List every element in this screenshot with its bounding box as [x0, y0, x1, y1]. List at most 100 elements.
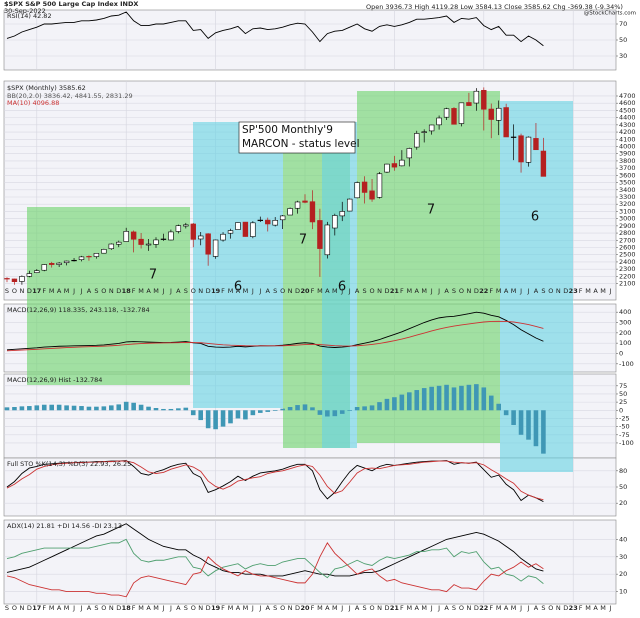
bar — [235, 410, 241, 419]
y-tick-label: 20 — [619, 499, 627, 507]
x-tick-label: D — [27, 287, 32, 295]
y-tick-label: 2100 — [619, 280, 636, 288]
y-tick-label: 2400 — [619, 258, 636, 266]
candle-body — [525, 136, 532, 163]
line — [6, 523, 544, 577]
y-tick-label: 3400 — [619, 186, 636, 194]
candle-body — [78, 256, 85, 260]
x-tick-label: M — [511, 604, 517, 612]
x-tick-label: N — [198, 287, 203, 295]
x-tick-label: M — [317, 604, 323, 612]
region-count: 6 — [531, 210, 539, 225]
candle-body — [309, 201, 316, 223]
x-tick-label: M — [585, 604, 591, 612]
candle-body — [257, 219, 263, 222]
x-tick-label: 17 — [32, 287, 41, 295]
bar — [377, 402, 382, 411]
x-tick-label: A — [534, 604, 539, 612]
x-tick-label: N — [109, 287, 114, 295]
x-tick-label: S — [541, 287, 545, 295]
y-tick-label: 3300 — [619, 193, 636, 201]
x-tick-label: A — [57, 287, 62, 295]
x-tick-label: O — [369, 287, 374, 295]
x-tick-label: M — [496, 604, 502, 612]
x-tick-label: J — [527, 604, 530, 612]
y-tick-label: -100 — [619, 360, 634, 368]
bar — [19, 406, 25, 411]
x-tick-label: M — [600, 287, 606, 295]
y-tick-label: 4100 — [619, 135, 636, 143]
bar — [123, 401, 129, 411]
candle-body — [250, 222, 256, 237]
panel-label: MACD(12,26,9) 118.335, 243.118, -132.784 — [7, 306, 150, 314]
candle-body — [19, 276, 25, 282]
candle-body — [205, 233, 211, 255]
x-tick-label: D — [384, 287, 389, 295]
y-tick-label: 2300 — [619, 265, 636, 273]
x-tick-label: A — [146, 604, 151, 612]
bar — [466, 384, 472, 411]
bar — [339, 410, 345, 414]
bar — [4, 407, 10, 411]
x-tick-label: A — [444, 287, 449, 295]
x-tick-label: N — [198, 604, 203, 612]
x-tick-label: A — [415, 287, 420, 295]
y-tick-label: 0 — [619, 406, 623, 414]
x-tick-label: F — [42, 604, 46, 612]
line — [6, 460, 544, 501]
x-tick-label: A — [266, 287, 271, 295]
x-tick-label: N — [466, 604, 471, 612]
note-text: SP'500 Monthly'9 — [242, 124, 333, 136]
candle-body — [4, 278, 10, 280]
x-tick-label: S — [5, 287, 9, 295]
bar — [168, 408, 174, 411]
y-tick-label: -75 — [619, 431, 630, 439]
candle-body — [399, 159, 405, 167]
x-tick-label: A — [266, 604, 271, 612]
quote: Open 3936.73 High 4119.28 Low 3584.13 Cl… — [366, 3, 623, 11]
y-tick-label: 30 — [619, 52, 627, 60]
x-tick-label: M — [153, 604, 159, 612]
x-tick-label: M — [64, 287, 70, 295]
line — [6, 320, 544, 352]
candle-body — [265, 219, 271, 225]
bar — [153, 408, 159, 411]
candle-body — [212, 239, 219, 257]
y-tick-label: 70 — [619, 20, 627, 28]
candle-body — [369, 190, 375, 200]
y-tick-label: 20 — [619, 570, 627, 578]
x-tick-label: J — [340, 287, 343, 295]
candle-body — [183, 224, 189, 227]
candle-body — [138, 238, 144, 245]
x-tick-label: J — [258, 604, 261, 612]
bar — [317, 410, 323, 415]
bar — [101, 406, 107, 411]
x-tick-label: D — [116, 604, 121, 612]
y-tick-label: 2900 — [619, 222, 636, 230]
bar — [429, 386, 434, 411]
candle-body — [235, 222, 241, 230]
bar — [533, 410, 539, 447]
x-tick-label: A — [593, 604, 598, 612]
bar — [41, 404, 47, 411]
bar — [399, 394, 405, 411]
bar — [541, 410, 546, 454]
x-tick-label: F — [132, 287, 136, 295]
bar — [243, 410, 248, 420]
x-tick-label: J — [169, 604, 172, 612]
candle-body — [510, 136, 517, 138]
x-tick-label: F — [400, 287, 404, 295]
candle-body — [130, 231, 137, 240]
x-tick-label: A — [176, 604, 181, 612]
bar — [287, 407, 293, 411]
x-tick-label: N — [19, 604, 24, 612]
region-count: 7 — [149, 268, 157, 283]
x-tick-label: 20 — [300, 287, 310, 295]
chart-date: 30-Sep-2022 — [4, 7, 46, 15]
x-tick-label: J — [72, 604, 75, 612]
candle-body — [26, 273, 33, 277]
bar — [302, 404, 308, 411]
bar — [86, 406, 92, 411]
bar — [347, 410, 352, 411]
x-tick-label: J — [608, 287, 611, 295]
